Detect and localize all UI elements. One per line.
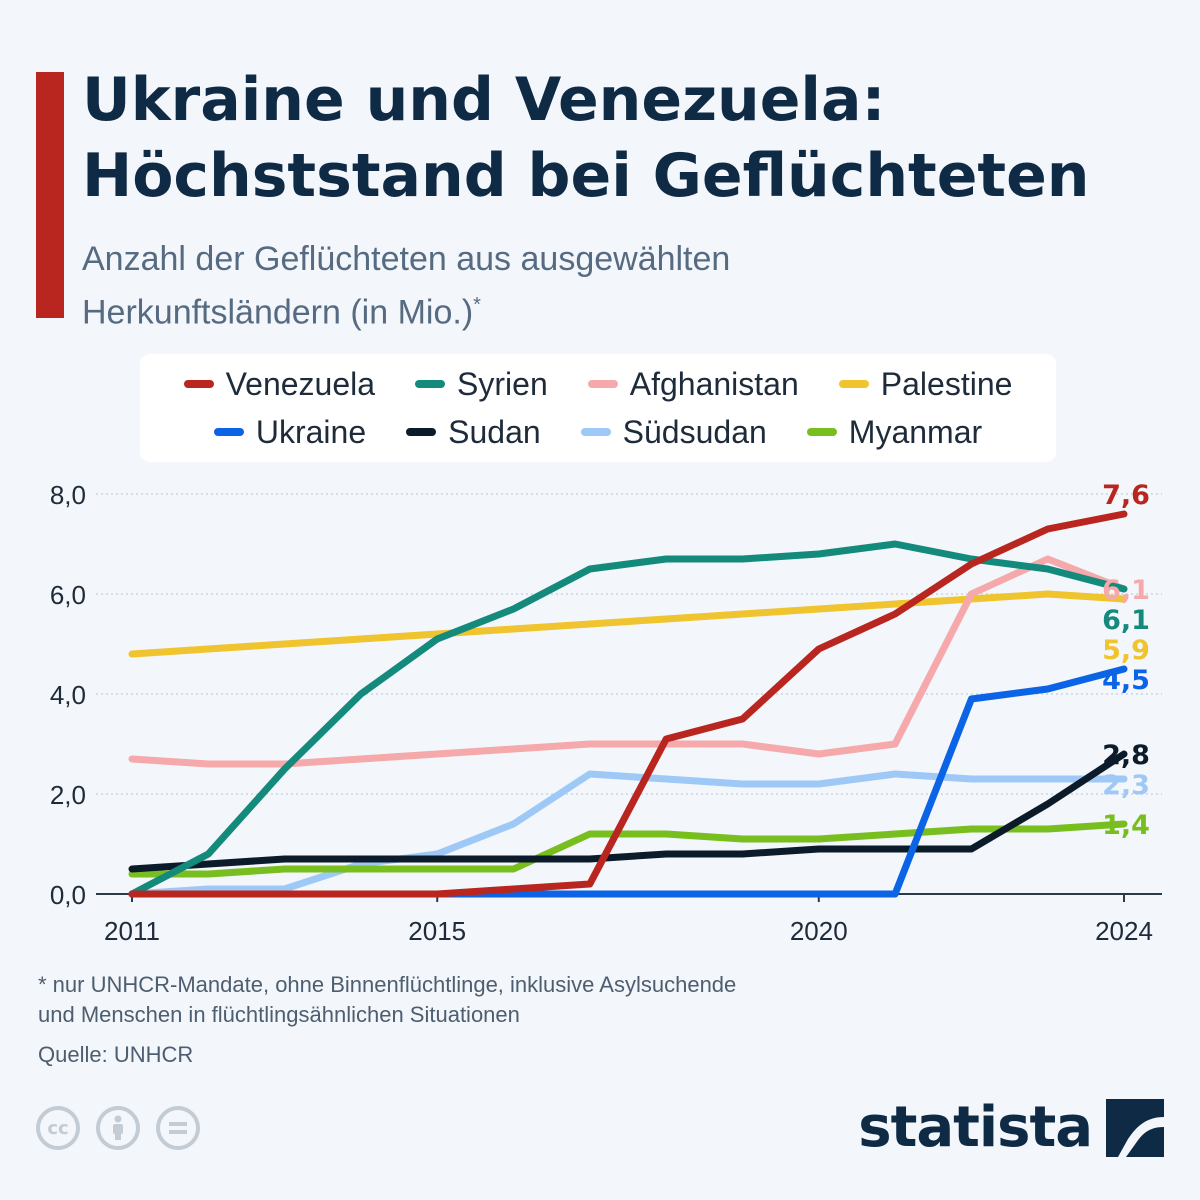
legend-swatch: [415, 380, 446, 388]
cc-icon[interactable]: cc: [36, 1106, 80, 1150]
y-tick-label: 6,0: [50, 580, 86, 610]
end-label: 1,4: [1102, 810, 1150, 841]
legend-row-1: Venezuela Syrien Afghanistan Palestine: [140, 364, 1056, 404]
series-line-syrien: [128, 540, 1128, 898]
legend-item: Ukraine: [213, 412, 367, 452]
end-label: 2,3: [1102, 770, 1150, 801]
series-line-myanmar: [128, 820, 1128, 878]
legend-label: Syrien: [457, 366, 548, 402]
series-line-palestine: [128, 590, 1128, 658]
legend-swatch: [213, 428, 244, 436]
series-lines: [128, 510, 1128, 898]
series-line-venezuela: [128, 510, 1128, 898]
legend-swatch: [838, 380, 869, 388]
legend-swatch: [806, 428, 837, 436]
y-axis-ticks: 0,0 2,0 4,0 6,0 8,0: [50, 480, 86, 910]
chart-title: Ukraine und Venezuela: Höchststand bei G…: [82, 62, 1182, 214]
subtitle-footnote-mark: *: [473, 294, 481, 316]
end-label: 6,1: [1102, 575, 1150, 606]
legend-item: Venezuela: [183, 364, 376, 404]
statista-mark-icon: [1106, 1099, 1164, 1157]
legend-swatch: [183, 380, 214, 388]
legend-row-2: Ukraine Sudan Südsudan Myanmar: [140, 412, 1056, 452]
legend-label: Myanmar: [848, 414, 983, 450]
no-derivatives-icon[interactable]: [156, 1106, 200, 1150]
end-labels: 7,66,16,15,94,52,82,31,4: [1102, 480, 1150, 841]
title-line-1: Ukraine und Venezuela:: [82, 65, 886, 135]
legend: Venezuela Syrien Afghanistan Palestine Ukra…: [140, 354, 1056, 462]
legend-swatch: [406, 428, 437, 436]
end-label: 4,5: [1102, 665, 1150, 696]
end-label: 6,1: [1102, 605, 1150, 636]
y-tick-label: 0,0: [50, 880, 86, 910]
brand-name: statista: [858, 1095, 1093, 1160]
x-tick-label: 2020: [790, 916, 848, 946]
end-label: 2,8: [1102, 740, 1150, 771]
x-axis-ticks: 2011 2015 2020 2024: [104, 894, 1153, 946]
x-tick-label: 2024: [1095, 916, 1153, 946]
legend-label: Sudan: [448, 414, 541, 450]
title-line-2: Höchststand bei Geflüchteten: [82, 141, 1090, 211]
legend-item: Afghanistan: [587, 364, 799, 404]
legend-swatch: [580, 428, 611, 436]
x-tick-label: 2015: [408, 916, 466, 946]
accent-bar: [36, 72, 64, 318]
end-label: 7,6: [1102, 480, 1150, 511]
legend-label: Südsudan: [622, 414, 767, 450]
x-tick-label: 2011: [104, 916, 160, 946]
legend-swatch: [587, 380, 618, 388]
legend-item: Palestine: [838, 364, 1013, 404]
legend-label: Ukraine: [255, 414, 367, 450]
legend-label: Palestine: [880, 366, 1013, 402]
legend-item: Sudan: [406, 412, 541, 452]
legend-label: Venezuela: [225, 366, 376, 402]
series-line-suedsudan: [128, 770, 1128, 898]
y-tick-label: 2,0: [50, 780, 86, 810]
line-chart: 0,0 2,0 4,0 6,0 8,0 2011 2015 2020 2024 7,6 6,16…: [50, 480, 1162, 946]
source: Quelle: UNHCR: [38, 1042, 194, 1067]
series-line-afghanistan: [128, 555, 1128, 768]
footnote: * nur UNHCR-Mandate, ohne Binnenflüchtli…: [38, 972, 737, 1027]
legend-item: Südsudan: [580, 412, 767, 452]
license-icons: cc: [36, 1106, 200, 1150]
legend-item: Syrien: [415, 364, 548, 404]
end-label: 5,9: [1102, 635, 1150, 666]
statista-logo[interactable]: statista: [858, 1096, 1164, 1160]
series-line-sudan: [128, 750, 1128, 873]
chart-subtitle: Anzahl der Geflüchteten aus ausgewählten…: [82, 236, 1082, 335]
attribution-icon[interactable]: [96, 1106, 140, 1150]
y-tick-label: 8,0: [50, 480, 86, 510]
legend-label: Afghanistan: [629, 366, 799, 402]
legend-item: Myanmar: [806, 412, 983, 452]
y-tick-label: 4,0: [50, 680, 86, 710]
subtitle-line-2: Herkunftsländern (in Mio.): [82, 293, 474, 332]
subtitle-line-1: Anzahl der Geflüchteten aus ausgewählten: [82, 240, 731, 278]
